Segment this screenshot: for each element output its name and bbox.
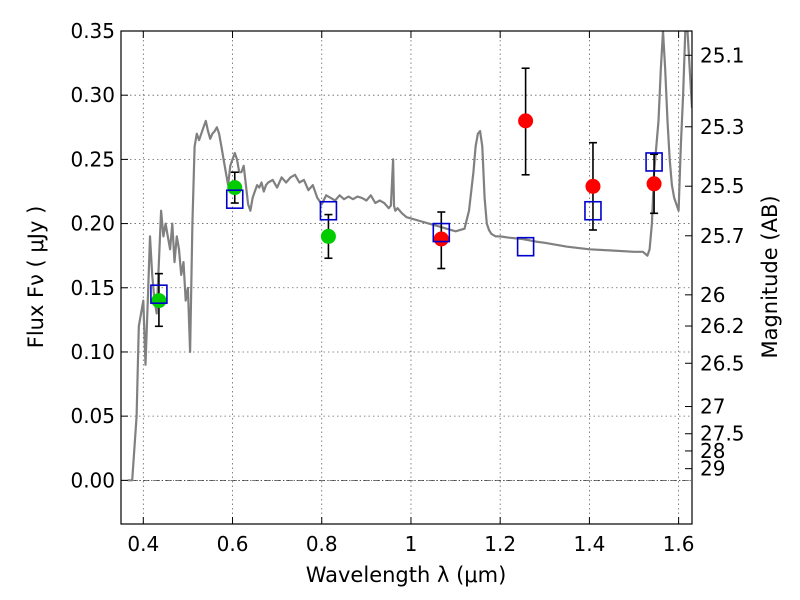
x-tick-label: 0.8 [306,532,338,556]
model-sed-line [127,31,692,482]
mag-tick-label: 25.1 [700,43,745,67]
x-axis-label: Wavelength λ (μm) [306,563,507,587]
mag-tick-label: 25.3 [700,115,745,139]
photometry-square-marker [584,200,602,221]
data-marks-layer [150,67,663,328]
grid-lines [121,30,692,524]
mag-tick-label: 27.5 [700,422,745,446]
y-tick-label: 0.05 [70,404,115,428]
y2-axis-label: Magnitude (AB) [758,195,782,358]
x-tick-label: 1.6 [663,532,695,556]
model-sed-layer [127,31,692,482]
axis-ticks [121,30,692,524]
y-tick-label: 0.20 [70,212,115,236]
photometry-point-marker [585,178,601,194]
mag-tick-label: 26.2 [700,314,745,338]
photometry-square-marker [150,284,168,304]
mag-tick-label: 25.5 [700,174,745,198]
x-tick-label: 0.6 [217,532,249,556]
photometry-point-marker [320,228,336,244]
mag-tick-label: 26.5 [700,351,745,375]
photometry-point-marker [646,176,662,192]
photometry-square-marker [225,189,244,209]
mag-tick-label: 25.7 [700,224,745,248]
photometry-point-marker [518,113,534,129]
x-tick-label: 1.4 [573,532,605,556]
photometry-point-marker [151,293,167,309]
photometry-square-marker [432,222,451,243]
mag-tick-label: 26 [700,283,725,307]
y-tick-label: 0.30 [70,83,115,107]
y-tick-label: 0.10 [70,340,115,364]
tick-labels: 0.4 0.6 0.8 1 1.2 1.4 1.6 0.00 0.05 0.10 0.15 0.20 0… [70,19,744,556]
y-axis-label: Flux Fν ( μJy ) [24,206,48,349]
y-tick-label: 0.25 [70,147,115,171]
plot-frame [120,30,693,525]
mag-tick-label: 27 [700,395,725,419]
photometry-square-marker [516,236,535,257]
x-tick-label: 1 [405,532,418,556]
mag-tick-label: 28 [700,439,725,463]
y-tick-label: 0.35 [70,19,115,43]
x-tick-label: 0.4 [127,532,159,556]
photometry-point-marker [227,180,243,196]
mag-tick-label: 29 [700,457,725,481]
photometry-square-marker [645,152,663,172]
photometry-square-marker [319,200,338,221]
photometry-point-marker [433,231,449,247]
y-tick-label: 0.15 [70,276,115,300]
x-tick-label: 1.2 [484,532,516,556]
y-tick-label: 0.00 [70,468,115,492]
